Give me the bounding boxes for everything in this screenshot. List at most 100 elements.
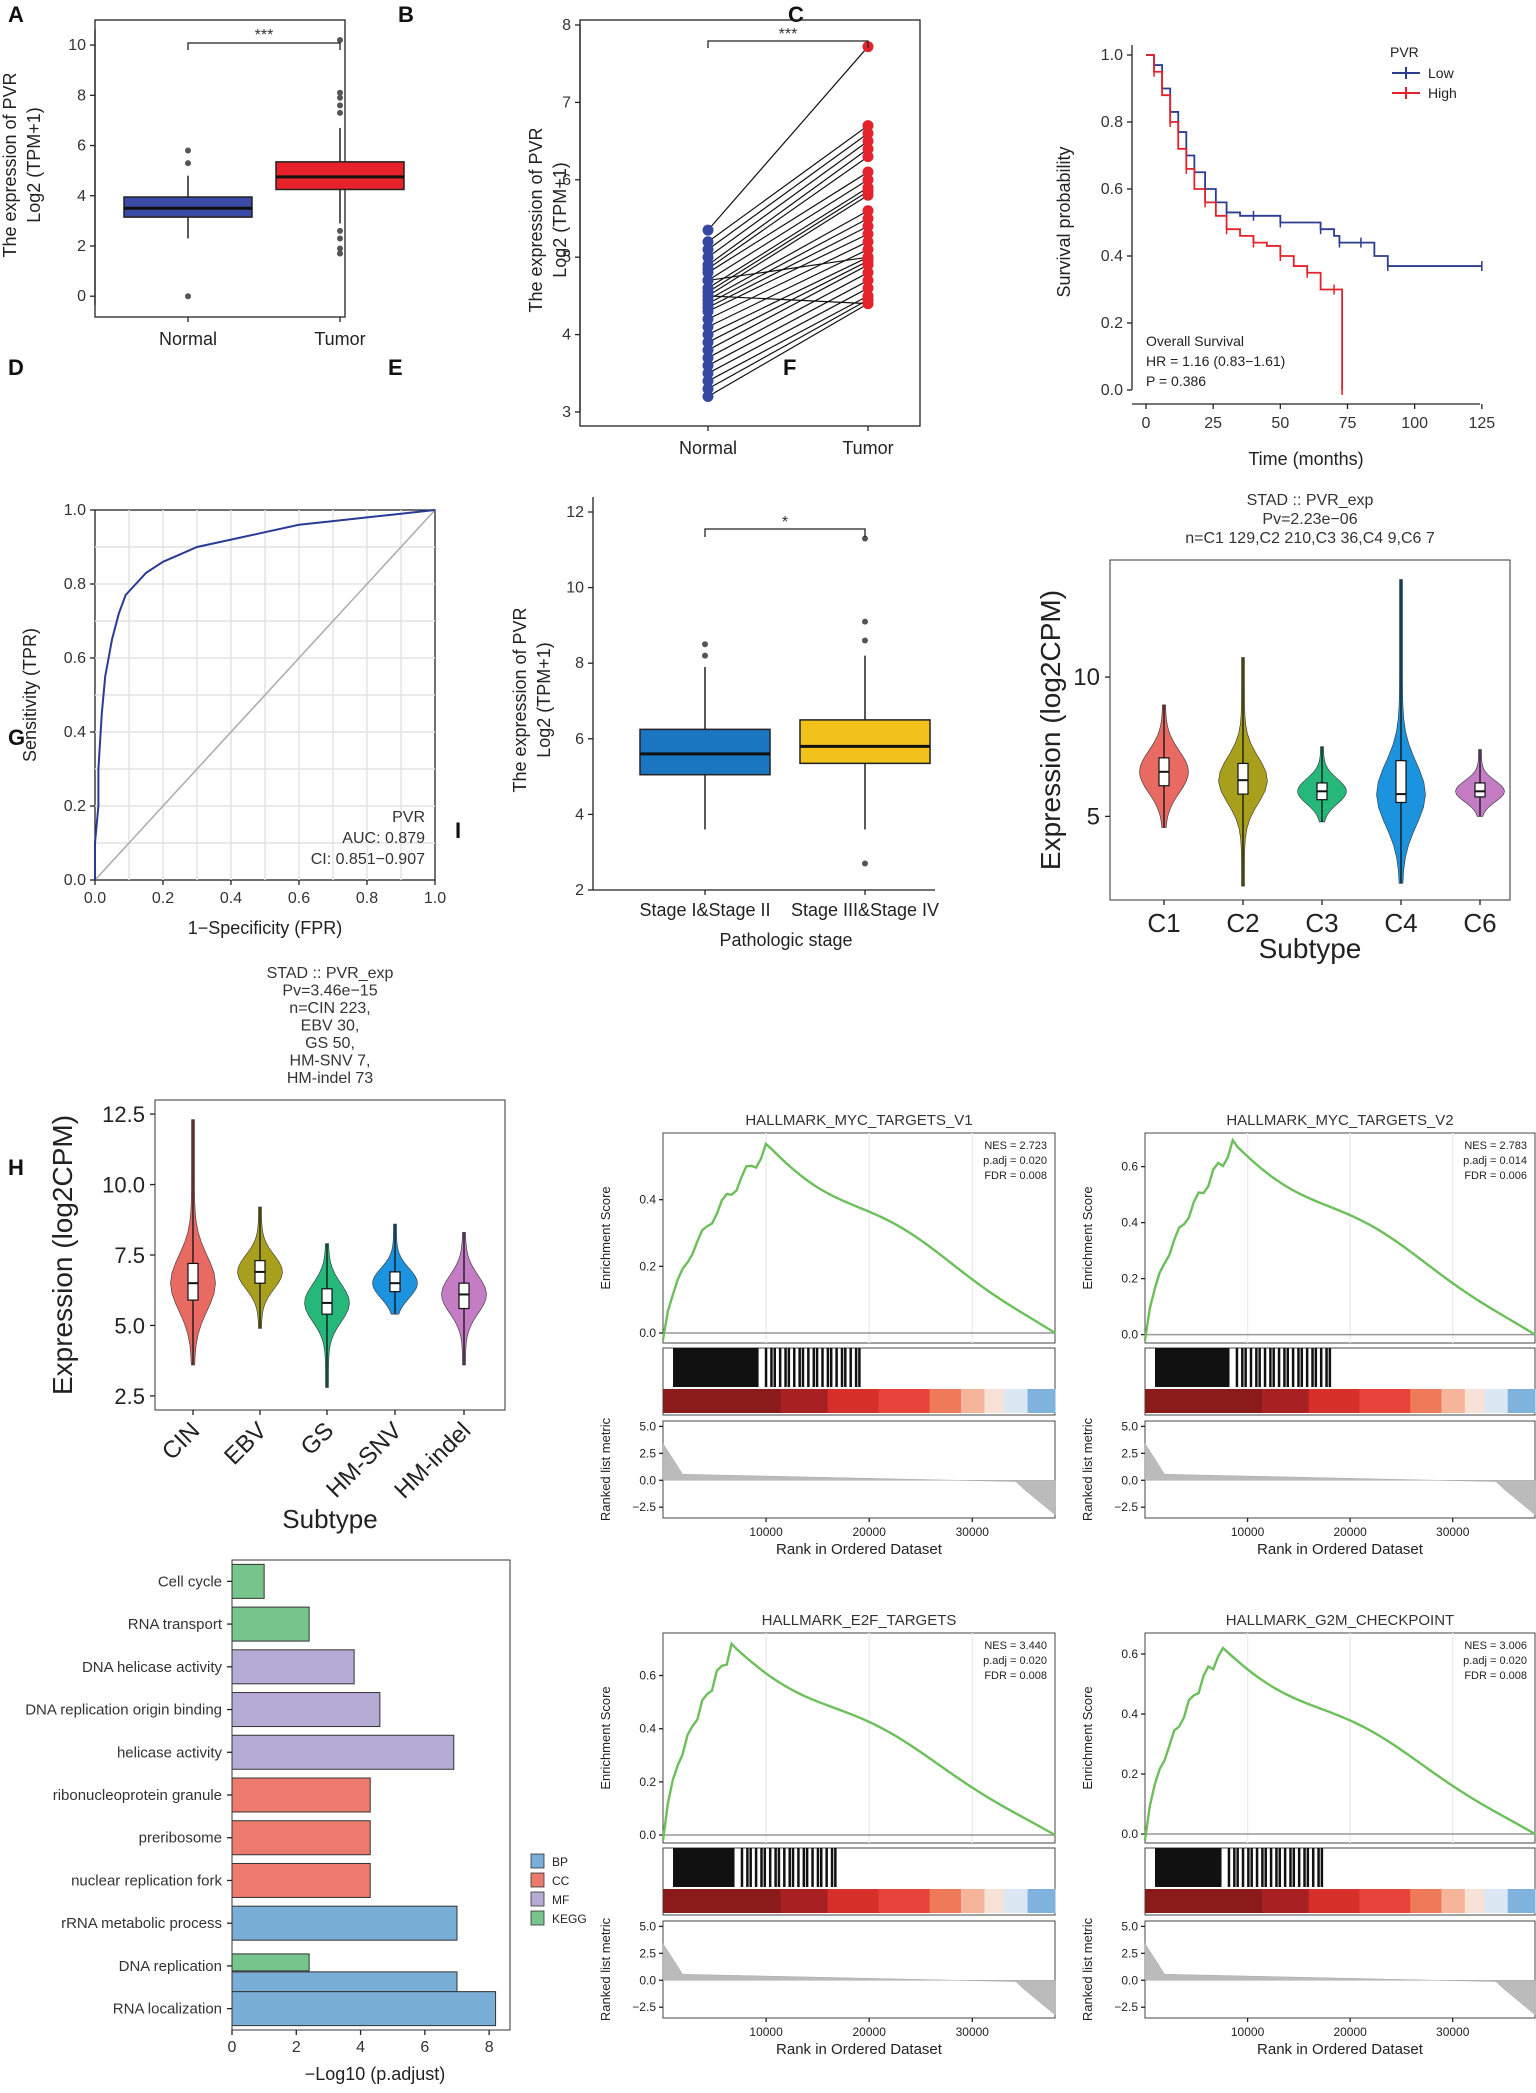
rank-heat-segment: [780, 1889, 829, 1913]
rank-heat-segment: [960, 1389, 985, 1413]
normal-point: [702, 251, 714, 263]
rank-heat-segment: [984, 1889, 1005, 1913]
violin-title-line: n=CIN 223,: [289, 1000, 370, 1017]
pair-line: [707, 190, 869, 293]
x-tick-label: C2: [1226, 908, 1259, 938]
violin-box: [321, 1288, 333, 1315]
panel-label-g: G: [8, 725, 25, 750]
gsea-fdr: FDR = 0.006: [1464, 1170, 1527, 1182]
legend-label: BP: [552, 1855, 568, 1869]
x-axis-label: −Log10 (p.adjust): [305, 2064, 446, 2084]
bar-category-label: RNA localization: [113, 2001, 222, 2018]
metric-tick-label: 2.5: [639, 1946, 656, 1960]
y-axis-label-2: Ranked list metric: [1080, 1417, 1095, 1521]
rank-heat-segment: [1441, 1389, 1466, 1413]
pair-line: [707, 132, 869, 250]
x-axis-label: Time (months): [1248, 449, 1363, 469]
normal-point: [702, 336, 714, 348]
y-tick-label: 5.0: [114, 1313, 145, 1338]
gsea-fdr: FDR = 0.008: [984, 1670, 1047, 1682]
x-tick-label: 0.6: [288, 890, 310, 907]
y-axis-label: Sensitivity (TPR): [20, 628, 40, 762]
gsea-nes: NES = 3.006: [1464, 1640, 1527, 1652]
x-tick-label: C4: [1384, 908, 1417, 938]
bar-MF: [231, 1734, 455, 1770]
rank-heat-segment: [1004, 1389, 1029, 1413]
y-tick-label: 0.6: [1121, 1647, 1138, 1661]
outlier-point: [337, 245, 343, 252]
tumor-point: [862, 213, 874, 224]
rank-heat-segment: [1359, 1389, 1411, 1413]
gsea-nes: NES = 3.440: [984, 1640, 1047, 1652]
bar-category-label: preribosome: [139, 1830, 222, 1847]
pair-line: [707, 187, 869, 289]
rank-heat-segment: [780, 1389, 829, 1413]
tumor-point: [862, 274, 874, 286]
violin-box: [389, 1271, 401, 1293]
legend-label: KEGG: [552, 1912, 587, 1926]
bar-MF: [231, 1692, 381, 1728]
y-axis-label-2: Log2 (TPM+1): [24, 107, 44, 223]
outlier-point: [185, 293, 191, 300]
violin-title-line: EBV 30,: [301, 1018, 360, 1035]
y-axis-label: The expression of PVR: [526, 127, 546, 312]
legend-label: Low: [1428, 65, 1455, 81]
gsea-metric-frame: [662, 1420, 1056, 1519]
normal-point: [702, 391, 714, 403]
x-tick-label: C1: [1147, 908, 1180, 938]
y-tick-label: 0.4: [639, 1193, 656, 1207]
x-tick-label: 6: [420, 2039, 429, 2056]
km-annotation: Overall Survival: [1146, 333, 1244, 349]
x-tick-label: Tumor: [314, 329, 365, 349]
x-tick-label: 0.2: [152, 890, 174, 907]
y-axis-label: Enrichment Score: [598, 1186, 613, 1289]
x-axis-label: Rank in Ordered Dataset: [776, 1541, 943, 1558]
legend-label: CC: [552, 1874, 570, 1888]
gsea-metric-frame: [1144, 1420, 1536, 1519]
roc-curve: [94, 509, 436, 880]
panel-label-e: E: [388, 355, 403, 380]
panel-b-y-tick-label: 3: [562, 404, 571, 421]
pair-line: [707, 260, 869, 343]
metric-tick-label: 0.0: [639, 1973, 656, 1987]
gsea-es-frame: [1144, 1632, 1536, 1844]
y-tick-label: 10.0: [102, 1173, 145, 1198]
y-tick-label: 0.2: [1101, 315, 1123, 332]
pair-line: [707, 156, 869, 270]
metric-area: [662, 1942, 1056, 2016]
rank-heat-segment: [1145, 1889, 1263, 1913]
y-tick-label: 2.5: [114, 1384, 145, 1409]
metric-tick-label: 5.0: [639, 1919, 656, 1933]
y-axis-label: Enrichment Score: [1080, 1186, 1095, 1289]
pair-line: [707, 295, 869, 382]
gsea-title: HALLMARK_E2F_TARGETS: [762, 1612, 957, 1629]
x-tick-label: Normal: [159, 329, 217, 349]
significance-label: *: [782, 514, 788, 531]
km-annotation: P = 0.386: [1146, 373, 1206, 389]
violin-title-line: HM-SNV 7,: [290, 1053, 371, 1070]
y-axis-label: The expression of PVR: [510, 607, 530, 792]
tumor-point: [862, 267, 874, 279]
bar-category-label: rRNA metabolic process: [61, 1915, 222, 1932]
y-axis-label: Survival probability: [1054, 146, 1074, 297]
pair-line: [707, 217, 869, 305]
y-tick-label: 12.5: [102, 1102, 145, 1127]
legend-swatch: [530, 1853, 545, 1869]
y-tick-label: 0.2: [1121, 1272, 1138, 1286]
violin-title-3: n=C1 129,C2 210,C3 36,C4 9,C6 7: [1185, 530, 1435, 547]
x-tick-label: 8: [485, 2039, 494, 2056]
rank-heat-segment: [1441, 1889, 1466, 1913]
panel-b-y-tick-label: 8: [562, 17, 571, 34]
rank-heat-segment: [1410, 1389, 1442, 1413]
pair-line: [707, 46, 869, 231]
x-tick-label: 10000: [1231, 2025, 1265, 2039]
y-axis-label-2: Ranked list metric: [1080, 1917, 1095, 2021]
x-tick-label: 30000: [956, 2025, 990, 2039]
y-tick-label: 0.0: [1121, 1827, 1138, 1841]
panel-a-y-tick-label: 10: [68, 37, 86, 54]
bar-category-label: RNA transport: [128, 1616, 223, 1633]
y-tick-label: 8: [575, 655, 584, 672]
outlier-point: [702, 652, 708, 659]
y-tick-label: 0.2: [639, 1259, 656, 1273]
pair-line: [707, 279, 869, 367]
